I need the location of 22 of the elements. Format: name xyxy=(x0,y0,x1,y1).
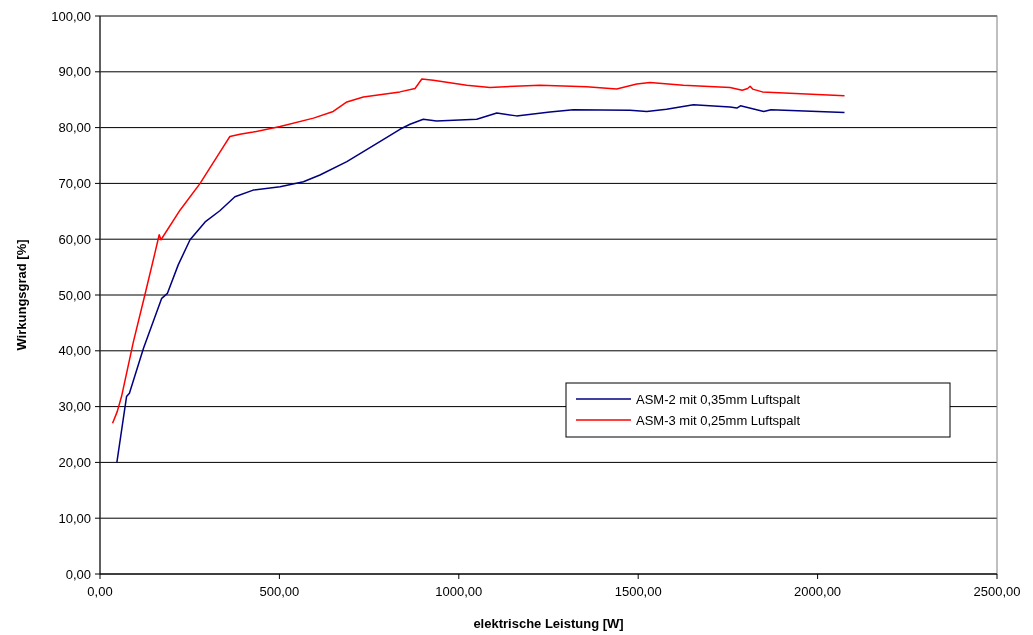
y-tick-label: 90,00 xyxy=(58,64,91,80)
y-tick-label: 70,00 xyxy=(58,175,91,191)
legend-label: ASM-2 mit 0,35mm Luftspalt xyxy=(636,391,801,407)
x-axis-title: elektrische Leistung [W] xyxy=(473,616,624,631)
y-tick-label: 10,00 xyxy=(58,510,91,526)
x-tick-label: 0,00 xyxy=(87,584,113,599)
x-tick-label: 1500,00 xyxy=(614,584,662,599)
y-tick-label: 40,00 xyxy=(58,343,91,359)
y-axis-title: Wirkungsgrad [%] xyxy=(14,239,29,351)
y-tick-label: 100,00 xyxy=(51,8,91,24)
x-tick-label: 2000,00 xyxy=(794,584,842,599)
y-tick-label: 60,00 xyxy=(58,231,91,247)
y-tick-label: 30,00 xyxy=(58,399,91,415)
legend-label: ASM-3 mit 0,25mm Luftspalt xyxy=(636,412,801,428)
x-tick-label: 2500,00 xyxy=(973,584,1021,599)
y-tick-label: 20,00 xyxy=(58,454,91,470)
line-series xyxy=(116,103,846,464)
x-tick-label: 500,00 xyxy=(259,584,300,599)
x-tick-label: 1000,00 xyxy=(435,584,483,599)
y-tick-label: 50,00 xyxy=(58,287,91,303)
y-tick-label: 0,00 xyxy=(65,566,91,582)
y-tick-label: 80,00 xyxy=(58,120,91,136)
